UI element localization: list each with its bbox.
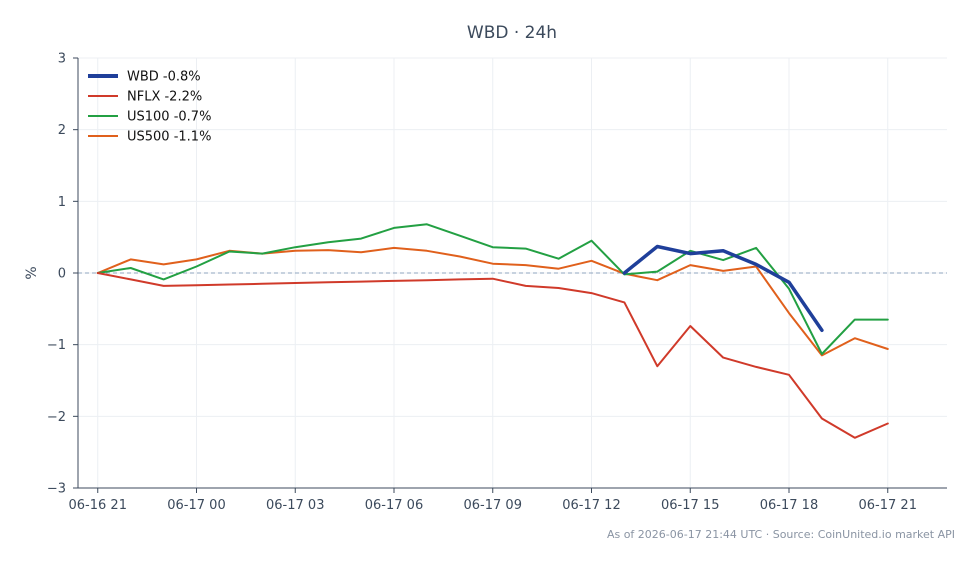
x-tick-label: 06-17 03 [266,498,324,513]
y-tick-label: −2 [47,410,66,425]
x-tick-label: 06-16 21 [69,498,127,513]
legend-label: US500 -1.1% [127,130,211,145]
x-tick-label: 06-17 15 [661,498,719,513]
x-tick-label: 06-17 09 [464,498,522,513]
y-axis-label: % [24,266,40,279]
x-tick-label: 06-17 21 [859,498,917,513]
series-line [622,244,824,333]
y-tick-label: 0 [58,267,66,282]
legend-label: US100 -0.7% [127,110,211,125]
legend-label: WBD -0.8% [127,70,201,85]
x-tick-label: 06-17 18 [760,498,818,513]
x-tick-label: 06-17 12 [562,498,620,513]
y-tick-label: −1 [47,338,66,353]
legend: WBD -0.8% NFLX -2.2% US100 -0.7% US500 -1.1… [88,70,211,145]
ticks: −3 −2 −1 0 1 2 3 06-16 21 06-17 00 06-17 03 06-17 … [47,52,917,514]
y-tick-label: 2 [58,123,66,138]
legend-label: NFLX -2.2% [127,90,202,105]
y-tick-label: 1 [58,195,66,210]
y-tick-label: −3 [47,482,66,497]
x-tick-label: 06-17 00 [167,498,225,513]
series-group [96,223,889,439]
chart-title: WBD · 24h [467,23,557,43]
series-line [96,272,889,439]
x-tick-label: 06-17 06 [365,498,423,513]
series-line [96,223,889,355]
y-tick-label: 3 [58,52,66,67]
footer-source: As of 2026-06-17 21:44 UTC · Source: Coi… [607,528,955,541]
